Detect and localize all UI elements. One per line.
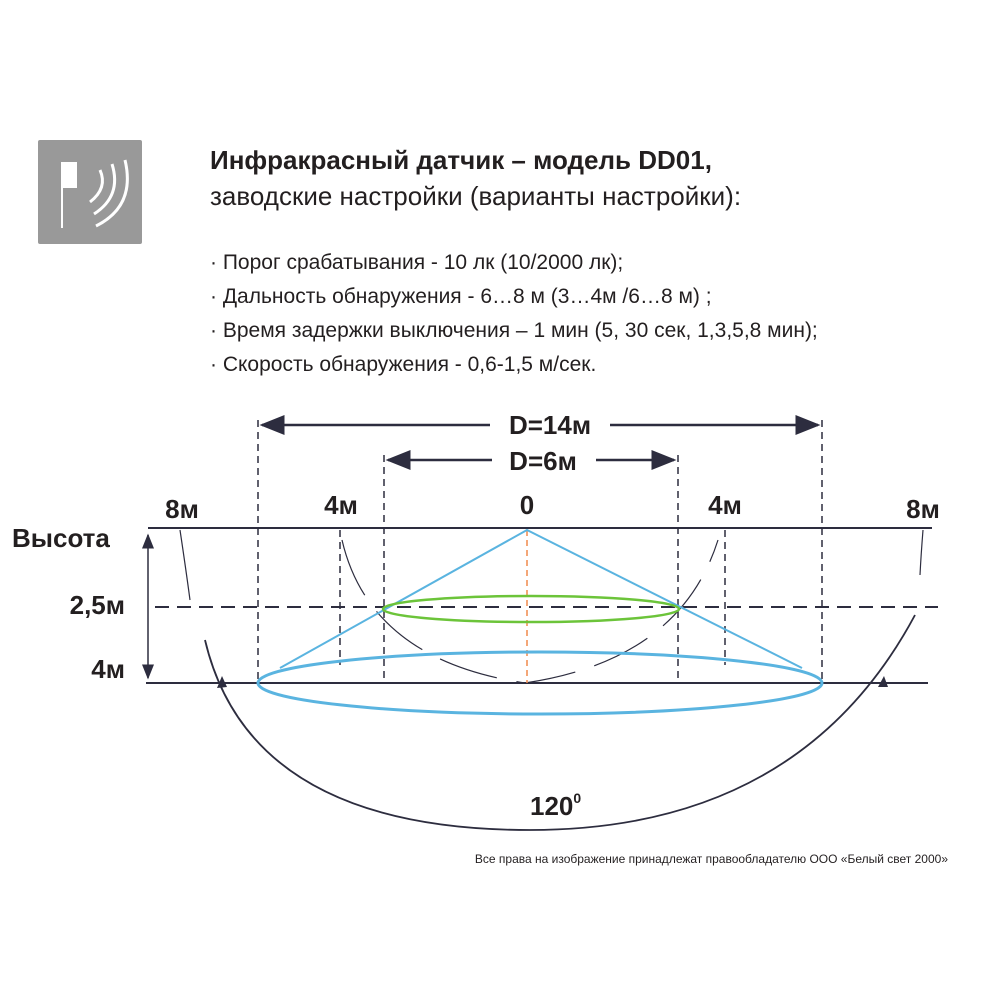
spec-item: · Скорость обнаружения - 0,6-1,5 м/сек. [210,353,597,376]
page-title: Инфракрасный датчик – модель DD01, [210,145,712,175]
spec-item: · Дальность обнаружения - 6…8 м (3…4м /6… [210,285,712,308]
angle-label: 1200 [530,790,581,821]
x-label: 4м [708,490,742,520]
angle-arrow [878,676,888,687]
spec-item: · Время задержки выключения – 1 мин (5, … [210,319,818,342]
range-arc-4m [341,539,719,684]
height-mark: 2,5м [70,590,125,620]
x-label: 4м [324,490,358,520]
x-label: 0 [520,490,534,520]
angle-arrow [217,676,227,688]
d14-label: D=14м [509,410,591,440]
angle-arc [204,614,916,831]
x-label: 8м [906,494,940,524]
d6-label: D=6м [509,446,577,476]
range-arc-8m [919,529,924,576]
detection-cone [279,528,803,669]
copyright: Все права на изображение принадлежат пра… [474,852,948,866]
range-arc-8m [179,529,191,601]
height-mark: 4м [91,654,125,684]
height-label: Высота [12,523,110,553]
spec-list: · Порог срабатывания - 10 лк (10/2000 лк… [210,246,818,382]
heading: Инфракрасный датчик – модель DD01, завод… [210,142,741,214]
spec-item: · Порог срабатывания - 10 лк (10/2000 лк… [210,251,624,274]
near-zone-ellipse [381,594,681,624]
page-subtitle: заводские настройки (варианты настройки)… [210,181,742,211]
x-label: 8м [165,494,199,524]
motion-sensor-icon [38,140,142,244]
far-zone-ellipse [256,650,824,716]
